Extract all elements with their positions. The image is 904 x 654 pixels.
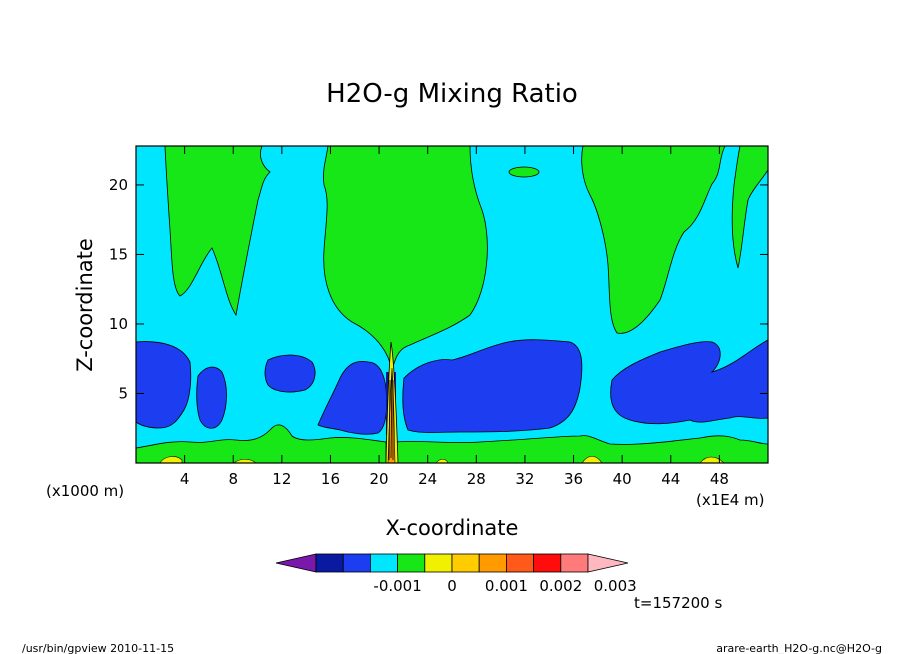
x-tick-label: 8 — [228, 470, 238, 488]
x-tick-label: 24 — [418, 470, 437, 488]
x-tick-label: 36 — [564, 470, 583, 488]
x-tick-label: 48 — [710, 470, 729, 488]
colorbar-box — [369, 553, 398, 573]
colorbar-box — [533, 553, 562, 573]
colorbar-box — [397, 553, 426, 573]
x-tick-label: 44 — [661, 470, 680, 488]
colorbar-label: 0.003 — [594, 577, 637, 595]
y-unit-label: (x1000 m) — [46, 482, 124, 500]
y-tick-label: 20 — [109, 176, 128, 194]
blue-region-2 — [196, 366, 227, 429]
y-tick-label: 15 — [109, 245, 128, 263]
x-tick-label: 28 — [467, 470, 486, 488]
plot-frame — [135, 145, 769, 464]
chart-title: H2O-g Mixing Ratio — [326, 79, 578, 109]
x-tick-label: 4 — [180, 470, 190, 488]
colorbar-box — [342, 553, 371, 573]
colorbar-low-arrow — [275, 553, 317, 573]
colorbar-label: -0.001 — [373, 577, 421, 595]
footer-left: /usr/bin/gpview 2010-11-15 — [22, 642, 174, 654]
colorbar-box — [451, 553, 480, 573]
x-tick-label: 40 — [613, 470, 632, 488]
blue-region-3 — [264, 354, 316, 393]
x-axis-title: X-coordinate — [386, 516, 519, 540]
x-tick-label: 32 — [515, 470, 534, 488]
colorbar-box — [424, 553, 453, 573]
y-tick-label: 5 — [118, 384, 128, 402]
x-tick-label: 12 — [272, 470, 291, 488]
blue-region-5 — [402, 339, 583, 433]
yellow-surface-layer — [159, 455, 725, 464]
colorbar — [275, 553, 629, 573]
footer-right: arare-earth_H2O-g.nc@H2O-g — [716, 642, 882, 654]
colorbar-labels: -0.001 0 0.001 0.002 0.003 — [373, 577, 636, 595]
green-plume-3 — [581, 145, 726, 334]
x-axis-ticks: 4 8 12 16 20 24 28 32 36 40 44 48 — [180, 146, 729, 488]
colorbar-box — [505, 553, 534, 573]
green-surface-band — [135, 424, 387, 464]
green-blob — [508, 166, 540, 178]
x-tick-label: 16 — [321, 470, 340, 488]
colorbar-high-arrow — [587, 553, 629, 573]
green-surface-band-2 — [395, 435, 769, 464]
blue-region-1 — [135, 341, 192, 429]
plot-area — [135, 145, 769, 464]
colorbar-label: 0 — [447, 577, 457, 595]
central-plume-lines — [388, 371, 394, 461]
colorbar-label: 0.001 — [485, 577, 528, 595]
colorbar-box — [478, 553, 507, 573]
x-tick-label: 20 — [370, 470, 389, 488]
y-tick-label: 10 — [109, 315, 128, 333]
time-label: t=157200 s — [634, 594, 722, 612]
colorbar-label: 0.002 — [539, 577, 582, 595]
green-plume-1 — [164, 145, 271, 317]
colorbar-box — [315, 553, 344, 573]
y-axis-ticks: 5 10 15 20 — [109, 176, 768, 402]
colorbar-box — [560, 553, 589, 573]
x-unit-label: (x1E4 m) — [696, 491, 765, 509]
green-plume-4 — [731, 145, 769, 269]
y-axis-title: Z-coordinate — [73, 238, 97, 372]
